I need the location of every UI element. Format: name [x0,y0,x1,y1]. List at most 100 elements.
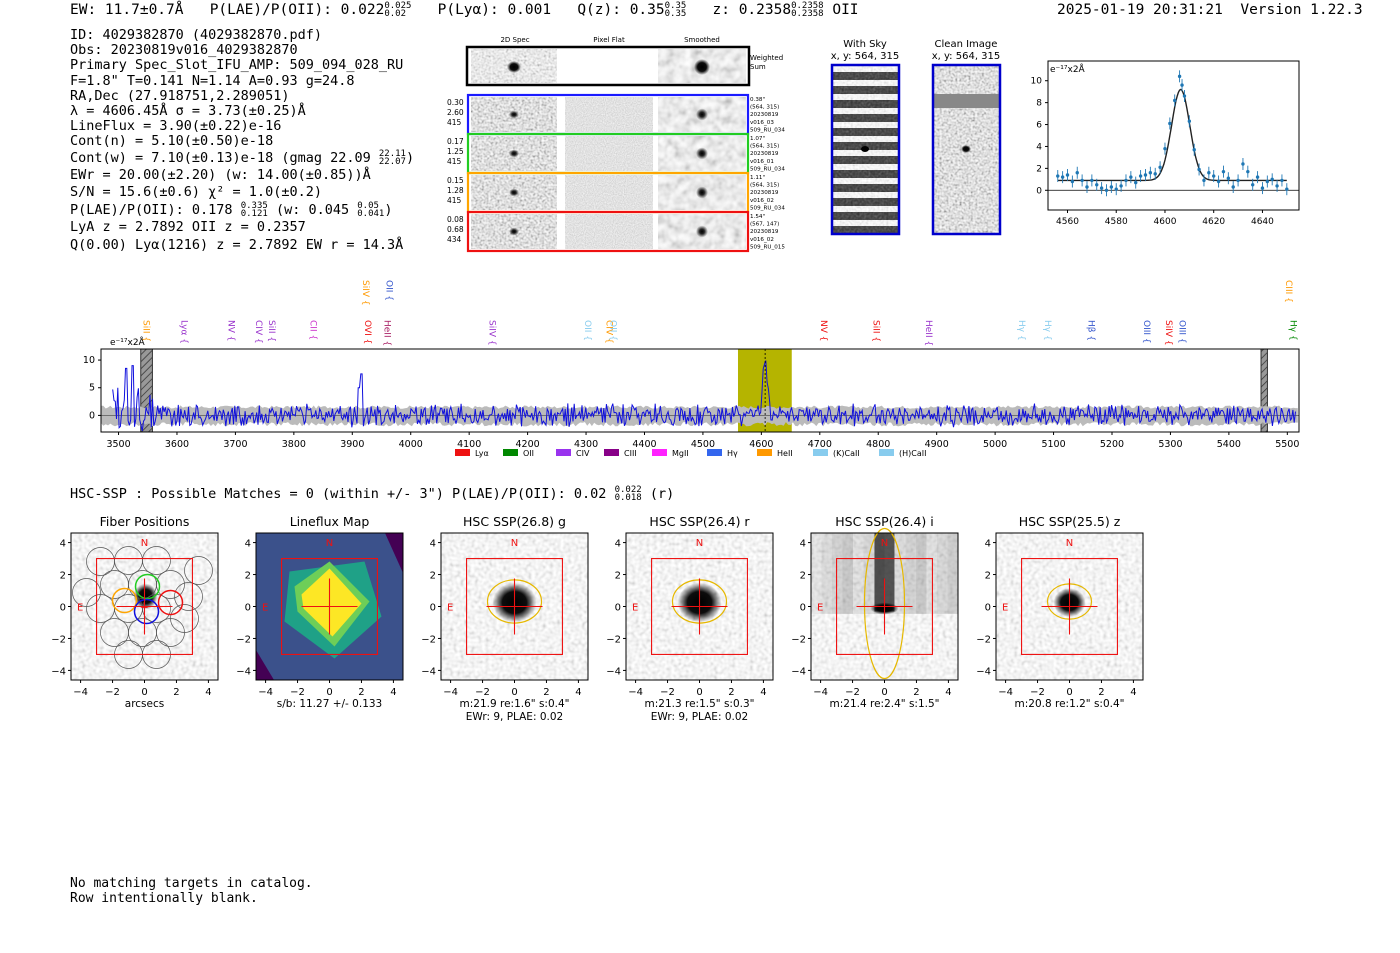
legend-label: (H)CaII [899,449,926,458]
footer-line-1: No matching targets in catalog. [70,876,313,891]
aperture-box [281,558,378,655]
panel-xtick-label: 0 [141,687,147,698]
image-panel: HSC SSP(25.5) z N E −4 −4 −2 −2 0 0 2 2 4 4 m:20.8 re… [976,514,1144,710]
info-lambda: λ = 4606.45Å σ = 3.73(±0.25)Å [70,103,306,120]
panel-caption: m:21.9 re:1.6" s:0.4" [460,698,570,710]
emission-line-label: CIV { [253,320,263,344]
col-pixel-flat: Pixel Flat [593,36,625,44]
cutout-meta: (564, 315) [750,183,779,189]
zoom-xtick-label: 4640 [1251,217,1274,227]
emission-line-label: SiII { [266,320,276,342]
panel-ytick-label: −4 [606,666,621,677]
zoom-data-point [1270,177,1274,182]
zoom-ytick-label: 0 [1036,186,1042,196]
panel-ytick-label: 2 [245,571,251,582]
cutout-meta: 1.07" [750,136,765,142]
emission-line-label: OII { [582,320,592,341]
zoom-data-point [1119,184,1123,188]
zoom-data-point [1148,171,1153,175]
panel-xtick-label: 2 [543,687,549,698]
hsc-band: (r) [649,486,675,502]
emission-line-label: HeII { [923,320,933,346]
panel-ytick-label: −4 [976,666,991,677]
aperture-box [1021,558,1118,655]
zoom-data-point [1231,185,1235,189]
zoom-data-point [1143,173,1148,177]
zoom-data-point [1280,178,1284,183]
col-2d-spec: 2D Spec [500,36,529,44]
cutout-num: 415 [447,196,462,205]
hsc-streak [853,533,864,614]
fiber-source [133,583,158,610]
clean-image-frame [931,63,1002,236]
cutout-source [509,149,519,158]
emission-line-label: SiIV { [360,280,370,306]
aperture-box [96,558,193,655]
full-xtick-label: 4900 [925,439,949,450]
panel-xtick-label: 0 [1066,687,1072,698]
emission-line-label: OIII { [1141,320,1151,344]
full-ytick-label: 0 [89,410,95,421]
hsc-bleed [874,533,895,612]
panel-ytick-label: 4 [245,539,251,550]
panel-caption-2: EWr: 9, PLAE: 0.02 [651,711,748,723]
full-xtick-label: 4700 [808,439,832,450]
zoom-data-point [1212,174,1216,178]
emission-line-label: Hβ { [1086,320,1096,341]
zoom-data-point [1065,173,1070,177]
cutout-meta: 20230819 [750,151,779,157]
panel-xtick-label: 0 [881,687,887,698]
qz-range: 0.35 0.35 [664,1,687,19]
zoom-data-point [1114,187,1118,191]
panel-ytick-label: 4 [800,539,806,550]
zoom-data-point [1168,121,1172,126]
cutout-meta: v016_02 [750,237,774,243]
clean-image-title: Clean Image [935,39,998,50]
z-line: OII [832,2,859,18]
z-range: 0.2358 0.2358 [791,1,824,19]
panel-xtick-label: 4 [760,687,766,698]
header-datetime: 2025-01-19 20:31:21 Version 1.22.3 [1057,2,1363,18]
zoom-data-point [1060,175,1065,179]
legend-label: CIV [576,449,590,458]
emission-line-label: CII { [307,320,317,340]
legend-swatch [707,449,722,456]
emission-line-label: OII { [608,320,618,341]
full-ytick-label: 10 [83,355,95,366]
full-xtick-label: 4300 [574,439,598,450]
panel-xtick-label: −4 [998,687,1013,698]
north-label: N [326,538,333,549]
panel-xtick-label: 4 [1130,687,1136,698]
panel-ytick-label: −2 [976,634,991,645]
full-xtick-label: 5200 [1100,439,1124,450]
version: Version 1.22.3 [1240,2,1363,18]
cutout-meta: (567, 147) [750,222,779,228]
info-contn: Cont(n) = 5.10(±0.50)e-18 [70,133,274,150]
panel-ytick-label: −2 [51,634,66,645]
full-ytick-label: 5 [89,383,95,394]
hsc-streak [916,533,927,614]
panel-caption: m:21.4 re:2.4" s:1.5" [830,698,940,710]
aperture-box [836,558,933,655]
panel-caption: arcsecs [125,698,164,710]
info-q: Q(0.00) Lyα(1216) z = 2.7892 EW r = 14.3… [70,236,404,253]
full-xtick-label: 5400 [1217,439,1241,450]
cutout-meta: 509_RU_015 [750,244,785,250]
fiber-circle [72,578,101,607]
info-ewr: EWr = 20.00(±2.20) (w: 14.00(±0.85))Å [70,166,371,183]
panel-ytick-label: −4 [421,666,436,677]
info-lineflux: LineFlux = 3.90(±0.22)e-16 [70,118,282,135]
fiber-circle [156,618,185,647]
panel-ytick-label: 4 [985,539,991,550]
zoom-xtick-label: 4560 [1056,217,1079,227]
east-label: E [1002,603,1008,614]
north-label: N [511,538,518,549]
cutout-meta: (564, 315) [750,144,779,150]
image-panel: Lineflux Map N E −4 −4 −2 −2 0 0 2 2 4 4 s/b: 11.27 +… [236,514,404,710]
cutout-meta: 1.54" [750,214,765,220]
cutout-num: 1.25 [447,147,464,156]
panel-xtick-label: 4 [945,687,951,698]
legend-swatch [813,449,828,456]
legend-swatch [503,449,518,456]
